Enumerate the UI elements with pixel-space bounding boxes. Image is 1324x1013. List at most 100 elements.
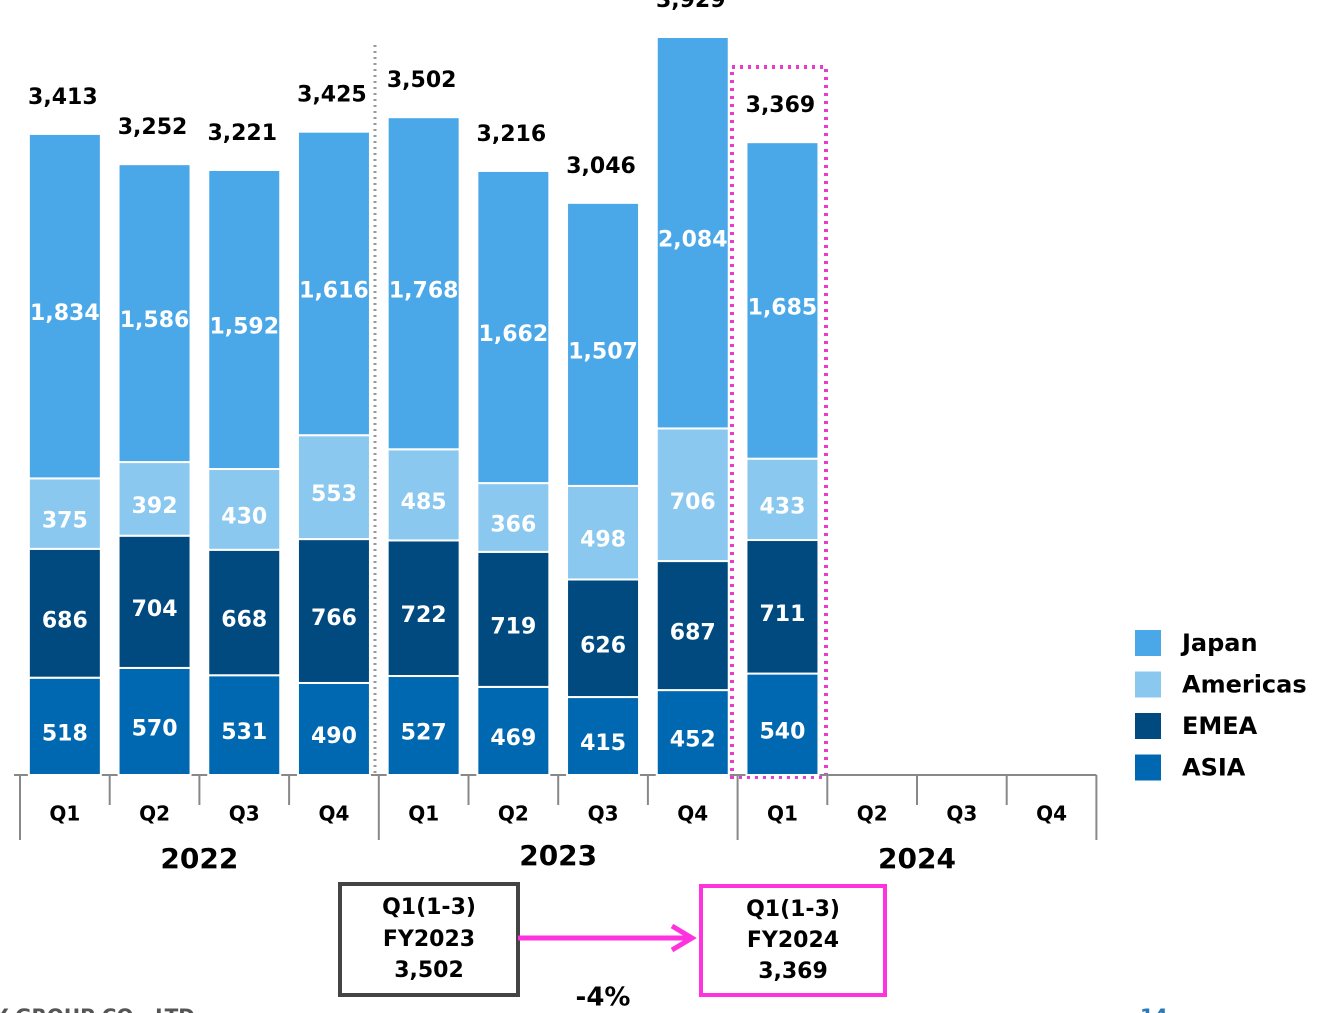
total-label: 3,252 — [118, 115, 188, 140]
data-label: 719 — [490, 614, 536, 639]
x-tick-label: Q2 — [498, 802, 529, 826]
data-label: 687 — [670, 621, 716, 646]
data-label: 1,507 — [568, 339, 638, 364]
bar-segment — [27, 547, 102, 679]
data-label: 490 — [311, 724, 357, 749]
data-label: 1,586 — [120, 308, 190, 333]
data-label: 711 — [759, 602, 805, 627]
bar-segment — [386, 116, 461, 451]
box-text: 3,502 — [394, 958, 464, 983]
bar-segment — [655, 427, 730, 563]
x-tick-label: Q3 — [588, 802, 619, 826]
legend-label: EMEA — [1182, 712, 1258, 740]
data-label: 1,834 — [30, 301, 100, 326]
bar-segment — [745, 672, 820, 776]
data-label: 704 — [132, 597, 178, 622]
bar-segment — [207, 468, 282, 551]
data-label: 433 — [759, 494, 805, 519]
data-label: 766 — [311, 606, 357, 631]
data-label: 570 — [132, 716, 178, 741]
data-label: 626 — [580, 633, 626, 658]
legend-label: Japan — [1180, 629, 1258, 657]
total-label: 3,046 — [566, 154, 636, 179]
x-tick-label: Q1 — [49, 802, 80, 826]
bar-segment — [386, 448, 461, 542]
data-label: 1,685 — [748, 295, 818, 320]
box-text: FY2024 — [747, 928, 839, 953]
x-tick-label: Q4 — [318, 802, 349, 826]
data-label: 540 — [759, 719, 805, 744]
bar-segment — [27, 132, 102, 480]
data-label: 392 — [132, 494, 178, 519]
data-label: 518 — [42, 721, 88, 746]
data-label: 531 — [221, 720, 267, 745]
bar-segment — [117, 534, 192, 669]
x-tick-label: Q1 — [408, 802, 439, 826]
data-label: 366 — [490, 512, 536, 537]
box-text: FY2023 — [383, 927, 475, 952]
bar-segment — [566, 201, 641, 487]
data-label: 485 — [401, 490, 447, 515]
group-label: 2023 — [519, 839, 597, 872]
data-label: 2,084 — [658, 228, 728, 253]
bar-segment — [655, 36, 730, 430]
data-label: 452 — [670, 728, 716, 753]
data-label: 686 — [42, 608, 88, 633]
data-label: 1,592 — [209, 315, 279, 340]
x-tick-label: Q3 — [946, 802, 977, 826]
bar-segment — [296, 681, 371, 776]
legend-swatch — [1135, 630, 1161, 656]
bar-segment — [476, 482, 551, 553]
group-label: 2024 — [878, 842, 956, 875]
data-label: 722 — [401, 603, 447, 628]
total-label: 3,502 — [387, 68, 457, 93]
bar-segment — [655, 560, 730, 692]
x-tick-label: Q4 — [677, 802, 708, 826]
data-label: 375 — [42, 509, 88, 534]
bar-segment — [296, 538, 371, 684]
highlight-frame — [730, 65, 828, 779]
legend-swatch — [1135, 754, 1161, 781]
bar-segment — [476, 550, 551, 688]
bar-segment — [296, 434, 371, 541]
bar-segment — [745, 141, 820, 460]
legend-swatch — [1135, 713, 1161, 739]
x-tick-label: Q2 — [857, 802, 888, 826]
bar-segment — [386, 675, 461, 777]
x-tick-label: Q2 — [139, 802, 170, 826]
legend-label: Americas — [1182, 671, 1307, 699]
data-label: 498 — [580, 528, 626, 553]
data-label: 1,616 — [299, 278, 369, 303]
footer: EY GROUP CO., LTD. — [0, 1005, 202, 1013]
bar-segment — [207, 168, 282, 471]
data-label: 668 — [221, 608, 267, 633]
group-label: 2022 — [160, 842, 238, 875]
bar-segment — [476, 169, 551, 485]
bar-segment — [476, 685, 551, 776]
box-text: 3,369 — [758, 959, 828, 984]
data-label: 430 — [221, 504, 267, 529]
bar-segment — [117, 461, 192, 537]
bar-segment — [655, 689, 730, 776]
page-number: 14 — [1140, 1005, 1168, 1013]
bar-segment — [745, 457, 820, 542]
x-tick-label: Q3 — [229, 802, 260, 826]
x-tick-label: Q1 — [767, 802, 798, 826]
data-label: 527 — [401, 721, 447, 746]
bar-segment — [27, 676, 102, 777]
total-label: 3,221 — [207, 121, 277, 146]
bar-segment — [117, 163, 192, 464]
bar-segment — [207, 548, 282, 677]
data-label: 1,662 — [479, 322, 549, 347]
box-text: Q1(1-3) — [746, 897, 840, 922]
total-label: 3,369 — [746, 93, 816, 118]
data-label: 706 — [670, 490, 716, 515]
box-text: Q1(1-3) — [382, 895, 476, 920]
legend-label: ASIA — [1182, 754, 1246, 782]
bar-segment — [27, 477, 102, 550]
legend-swatch — [1135, 671, 1161, 698]
bar-segment — [296, 130, 371, 437]
total-label: 3,413 — [28, 85, 98, 110]
data-label: 1,768 — [389, 278, 459, 303]
